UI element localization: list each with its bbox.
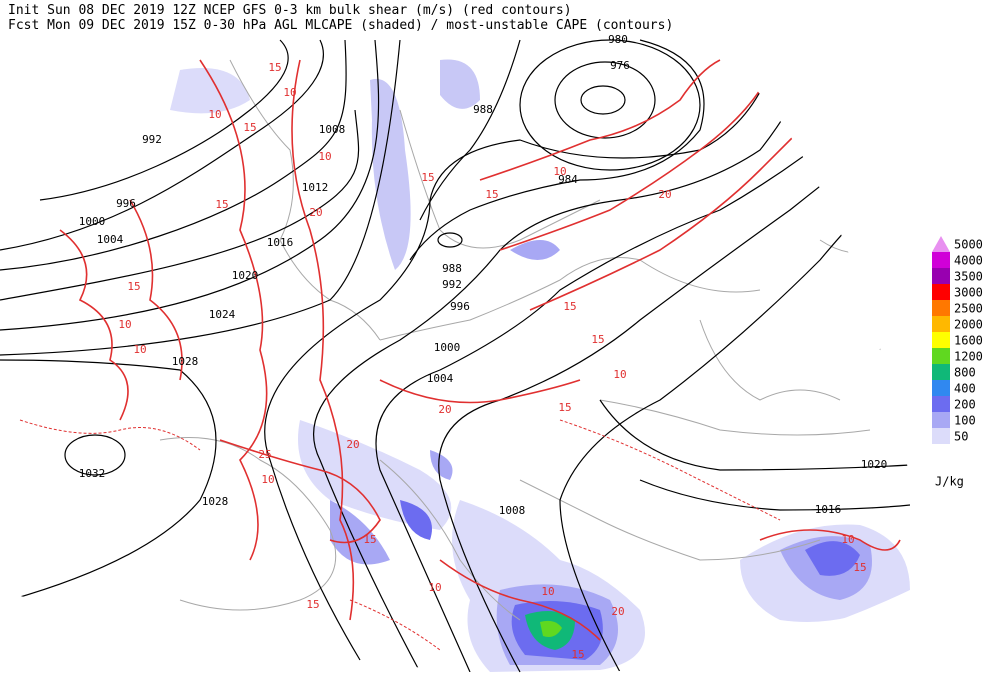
isobar-label: 1020 [232,269,259,282]
isobar-label: 1032 [79,467,106,480]
isobar-label: 984 [558,173,578,186]
legend-label: 4000 [954,254,983,268]
header-line: Init Sun 08 DEC 2019 12Z NCEP GFS 0-3 km… [8,3,572,18]
shear-label: 20 [438,403,451,416]
legend-label: 1600 [954,334,983,348]
legend-label: 2000 [954,318,983,332]
legend-label: 2500 [954,302,983,316]
shear-label: 15 [571,648,584,661]
isobar-label: 1016 [267,236,294,249]
shear-label: 10 [133,343,146,356]
shear-label: 20 [658,188,671,201]
legend-swatch [932,364,950,380]
shear-label: 15 [127,280,140,293]
isobar-label: 1004 [427,372,454,385]
shear-label: 10 [118,318,131,331]
isobar-label: 992 [142,133,162,146]
shear-labels: 1510101510152015101015202510152015101510… [118,61,866,661]
shear-label: 20 [611,605,624,618]
isobar-label: 1016 [815,503,842,516]
isobar-label: 1008 [319,123,346,136]
legend-swatch [932,236,950,252]
shear-label: 10 [553,165,566,178]
legend-swatch [932,412,950,428]
isobar-label: 1000 [434,341,461,354]
shear-label: 10 [541,585,554,598]
color-legend: 5000 4000 3500 3000 2500 2000 1600 1200 800 400 20… [932,236,983,489]
shear-label: 15 [363,533,376,546]
isobars [0,39,910,673]
shear-label: 15 [563,300,576,313]
shear-label: 25 [258,448,271,461]
shear-label: 10 [613,368,626,381]
shear-contours [19,59,901,651]
legend-swatch [932,380,950,396]
shear-label: 15 [306,598,319,611]
shear-label: 15 [268,61,281,74]
isobar-label: 980 [608,33,628,46]
legend-label: 5000 [954,238,983,252]
legend-swatch [932,300,950,316]
isobar-label: 1020 [861,458,888,471]
isobar-label: 988 [473,103,493,116]
legend-label: 50 [954,430,968,444]
shear-label: 20 [309,206,322,219]
isobar-label: 1012 [302,181,329,194]
legend-label: 3000 [954,286,983,300]
legend-label: 800 [954,366,976,380]
shear-label: 15 [421,171,434,184]
isobar-label: 992 [442,278,462,291]
shear-label: 10 [208,108,221,121]
legend-swatch [932,428,950,444]
legend-swatch [932,268,950,284]
coastlines [159,59,891,621]
legend-label: 1200 [954,350,983,364]
isobar-label: 1008 [499,504,526,517]
isobar-labels: 980 976 988 984 992 996 1000 1004 1008 1012 1016 10… [79,33,888,517]
shear-label: 10 [318,150,331,163]
legend-swatch [932,284,950,300]
legend-label: 200 [954,398,976,412]
legend-label: 100 [954,414,976,428]
shear-label: 15 [215,198,228,211]
isobar-label: 996 [116,197,136,210]
legend-swatch [932,348,950,364]
legend-label: 3500 [954,270,983,284]
isobar-label: 988 [442,262,462,275]
shear-label: 10 [841,533,854,546]
shear-label: 10 [283,86,296,99]
shear-label: 15 [853,561,866,574]
legend-unit: J/kg [935,475,964,489]
isobar-label: 1024 [209,308,236,321]
shear-label: 10 [261,473,274,486]
shear-label: 20 [346,438,359,451]
isobar-label: 1000 [79,215,106,228]
isobar-label: 976 [610,59,630,72]
shear-label: 15 [558,401,571,414]
isobar-label: 1028 [172,355,199,368]
legend-swatch [932,316,950,332]
isobar-label: 1004 [97,233,124,246]
legend-label: 400 [954,382,976,396]
shear-label: 10 [428,581,441,594]
isobar-label: 996 [450,300,470,313]
cape-shading [170,59,910,672]
isobar-label: 1028 [202,495,229,508]
legend-swatch [932,332,950,348]
header-line: Fcst Mon 09 DEC 2019 15Z 0-30 hPa AGL ML… [8,18,673,33]
shear-label: 15 [243,121,256,134]
legend-swatch [932,396,950,412]
map-area [0,39,910,673]
shear-label: 15 [591,333,604,346]
legend-swatch [932,252,950,268]
shear-label: 15 [485,188,498,201]
